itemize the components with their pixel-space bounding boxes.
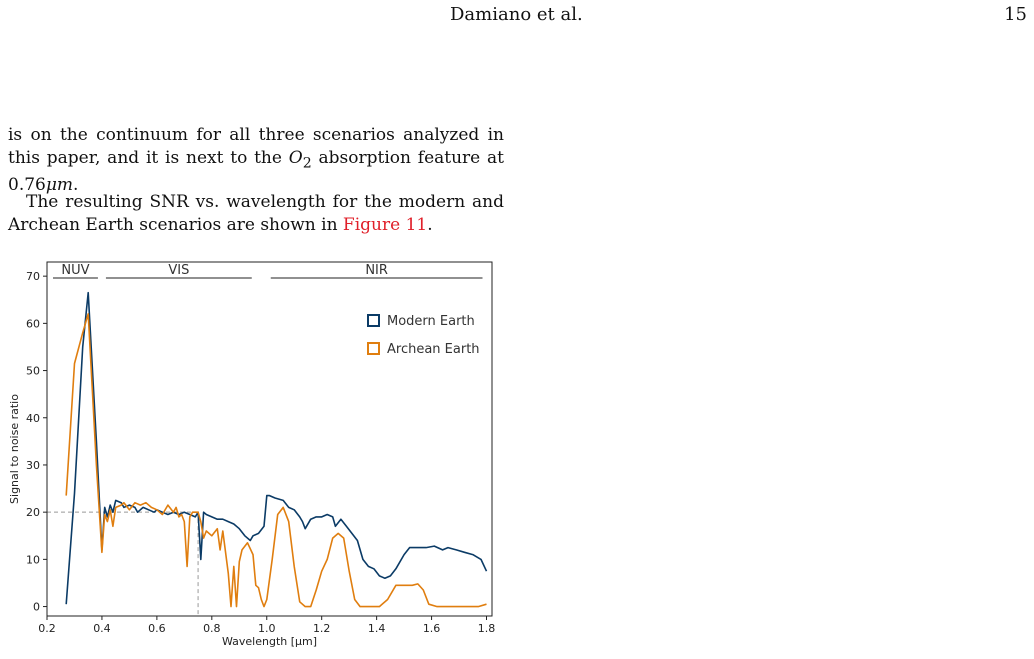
x-tick-label: 0.4 bbox=[93, 622, 111, 635]
band-label-nuv: NUV bbox=[61, 263, 89, 278]
text-run: . bbox=[427, 214, 433, 235]
snr-chart: 0.2 0.4 0.6 0.8 1.0 1.2 1.4 1.6 1.8 0 10 20 30 40 50 60… bbox=[8, 261, 496, 648]
x-tick-label: 1.6 bbox=[423, 622, 441, 635]
o2-subscript: 2 bbox=[302, 154, 312, 171]
x-tick-label: 1.2 bbox=[313, 622, 331, 635]
y-axis-label: Signal to noise ratio bbox=[8, 394, 21, 504]
legend-swatch bbox=[367, 342, 380, 355]
y-tick-label: 60 bbox=[26, 317, 40, 330]
text-run: . bbox=[73, 175, 79, 196]
snr-figure: 0.2 0.4 0.6 0.8 1.0 1.2 1.4 1.6 1.8 0 10 20 30 40 50 60… bbox=[0, 252, 520, 659]
x-tick-label: 0.8 bbox=[203, 622, 221, 635]
y-tick-label: 0 bbox=[33, 601, 40, 614]
band-label-vis: VIS bbox=[168, 263, 189, 278]
legend-swatch bbox=[367, 314, 380, 327]
y-tick-label: 30 bbox=[26, 459, 40, 472]
figure-11-link[interactable]: Figure 11 bbox=[342, 214, 428, 235]
o2-symbol: O bbox=[288, 147, 303, 168]
x-tick-label: 1.4 bbox=[368, 622, 386, 635]
text-run: The resulting SNR vs. wavelength for the… bbox=[8, 192, 504, 235]
x-tick-label: 0.2 bbox=[38, 622, 56, 635]
paragraph-snr-results: The resulting SNR vs. wavelength for the… bbox=[8, 191, 504, 236]
text-run: absorption feature at 0.76 bbox=[8, 147, 504, 196]
series-line-archean-earth bbox=[65, 313, 487, 608]
text-run: is on the continuum for all three scenar… bbox=[8, 125, 504, 168]
series-line-modern-earth bbox=[65, 291, 488, 605]
y-tick-label: 10 bbox=[26, 553, 40, 566]
x-tick-label: 1.8 bbox=[478, 622, 496, 635]
x-tick-label: 0.6 bbox=[148, 622, 166, 635]
x-axis-label: Wavelength [μm] bbox=[222, 635, 317, 648]
y-tick-label: 20 bbox=[26, 506, 40, 519]
page-number: 15 bbox=[1004, 4, 1027, 25]
paragraph-continuum: is on the continuum for all three scenar… bbox=[8, 124, 504, 197]
micron-unit: μm bbox=[45, 175, 74, 196]
plot-frame bbox=[46, 261, 493, 617]
legend-label: Archean Earth bbox=[387, 342, 480, 357]
y-tick-label: 50 bbox=[26, 365, 40, 378]
legend-label: Modern Earth bbox=[387, 314, 475, 329]
y-tick-label: 40 bbox=[26, 412, 40, 425]
x-tick-label: 1.0 bbox=[258, 622, 276, 635]
header-author: Damiano et al. bbox=[450, 4, 583, 25]
band-label-nir: NIR bbox=[365, 263, 388, 278]
y-tick-label: 70 bbox=[26, 270, 40, 283]
